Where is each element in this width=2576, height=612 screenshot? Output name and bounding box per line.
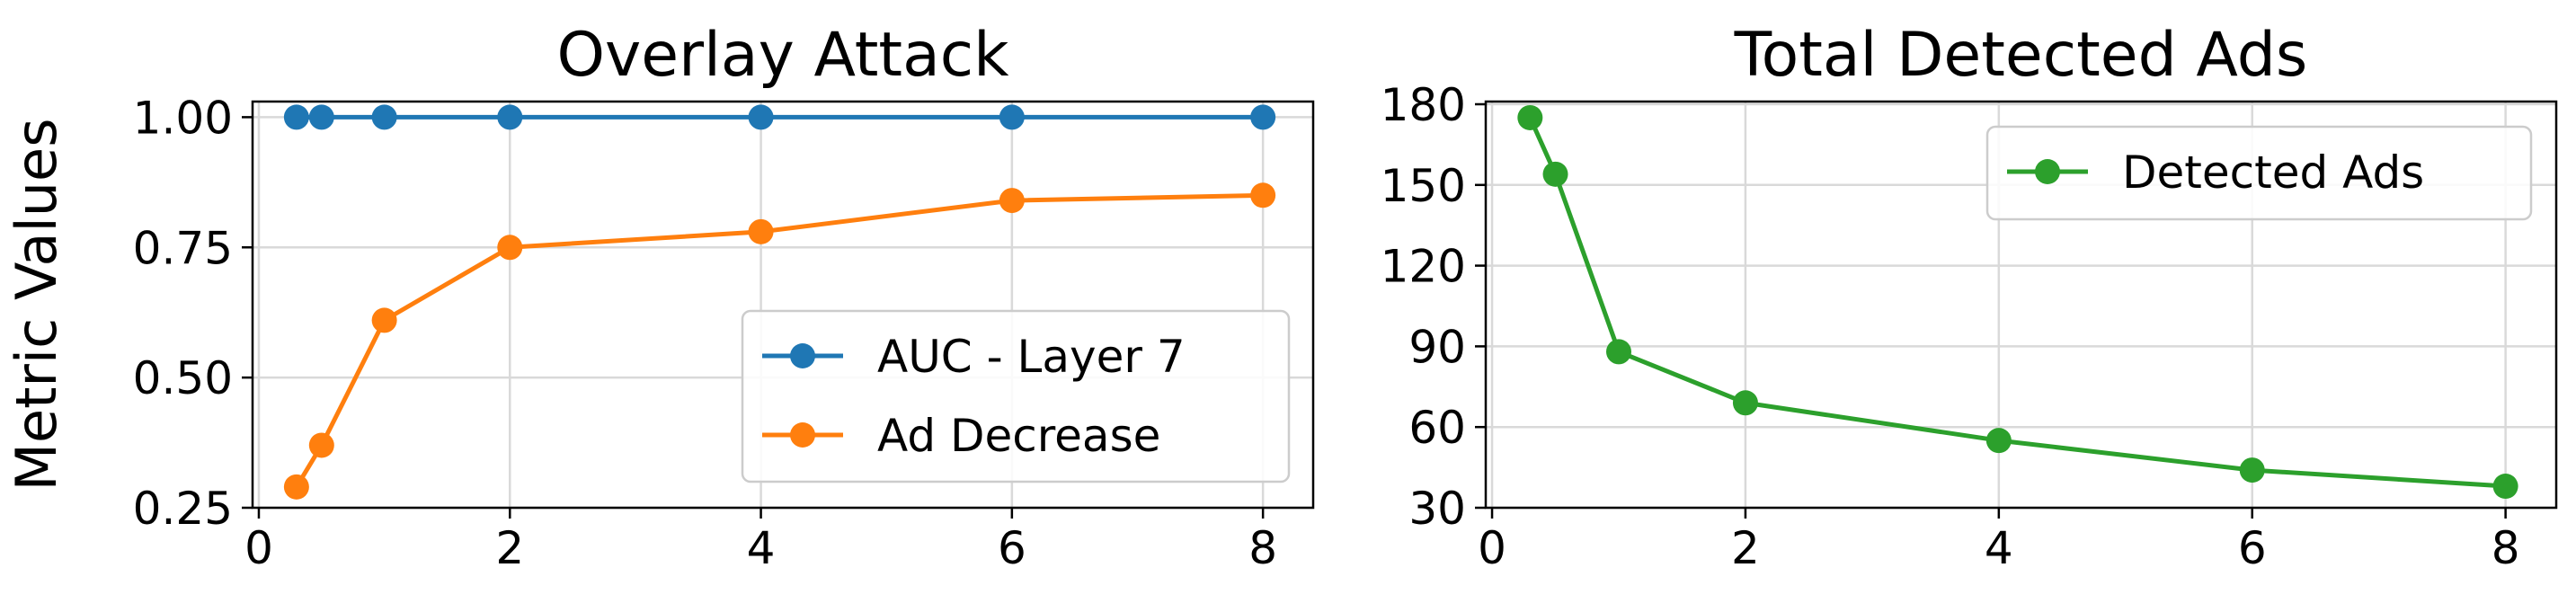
y-tick-label: 60 [1408,402,1466,454]
legend-marker [790,343,815,368]
data-point [1985,428,2012,454]
data-point [2492,474,2518,500]
y-tick-label: 150 [1381,160,1466,212]
x-tick-label: 6 [998,522,1026,574]
chart-title: Total Detected Ads [1734,20,2308,91]
legend: AUC - Layer 7 Ad Decrease [741,309,1291,483]
y-tick-label: 90 [1408,321,1466,373]
legend-item: Detected Ads [2007,146,2424,199]
plot-frame [251,100,1315,510]
data-point [1517,104,1543,130]
data-point [1250,182,1276,208]
y-tick-label: 30 [1408,483,1466,535]
data-point [2239,457,2265,483]
overlay-attack-chart: 0 2 4 6 8 0.25 0.50 0.75 1.00 Overlay Attack Met… [4,20,1315,574]
legend-label: Detected Ads [2122,146,2424,199]
y-tick-label: 120 [1381,241,1466,293]
y-tick-label: 180 [1381,79,1466,131]
series-auc-layer-7 [283,104,1276,130]
y-tick-label: 0.50 [133,352,233,404]
x-tick-label: 0 [1478,522,1506,574]
legend-box [741,309,1291,483]
legend-marker [790,422,815,448]
data-point [497,104,523,130]
y-tick-label: 0.25 [133,483,233,535]
y-tick-label: 1.00 [133,92,233,144]
x-tick-label: 8 [2492,522,2520,574]
data-point [748,218,774,244]
y-tick-label: 0.75 [133,222,233,274]
data-point [371,104,397,130]
x-tick-label: 8 [1248,522,1277,574]
legend-item: Ad Decrease [762,410,1160,462]
legend: Detected Ads [1985,125,2533,221]
data-point [999,188,1025,214]
data-point [283,474,309,500]
data-point [999,104,1025,130]
data-point [1250,104,1276,130]
legend-label: Ad Decrease [877,410,1160,462]
data-point [1732,390,1758,416]
y-axis-label: Metric Values [4,118,69,491]
x-tick-label: 0 [244,522,273,574]
legend-box [1985,125,2533,221]
data-point [371,307,397,333]
series-detected-ads [1517,104,2518,500]
data-point [1542,161,1568,187]
data-point [308,104,334,130]
legend-marker [2035,159,2060,184]
x-tick-label: 4 [747,522,776,574]
data-point [497,235,523,261]
data-point [1605,339,1631,365]
x-tick-label: 2 [1731,522,1760,574]
data-point [308,432,334,458]
legend-label: AUC - Layer 7 [877,331,1186,383]
data-point [748,104,774,130]
x-tick-label: 6 [2238,522,2267,574]
series-ad-decrease [283,182,1276,500]
legend-item: AUC - Layer 7 [762,331,1186,383]
x-tick-label: 2 [495,522,524,574]
chart-title: Overlay Attack [556,20,1009,91]
data-point [283,104,309,130]
x-tick-label: 4 [1985,522,2013,574]
plot-frame [1484,100,2558,510]
